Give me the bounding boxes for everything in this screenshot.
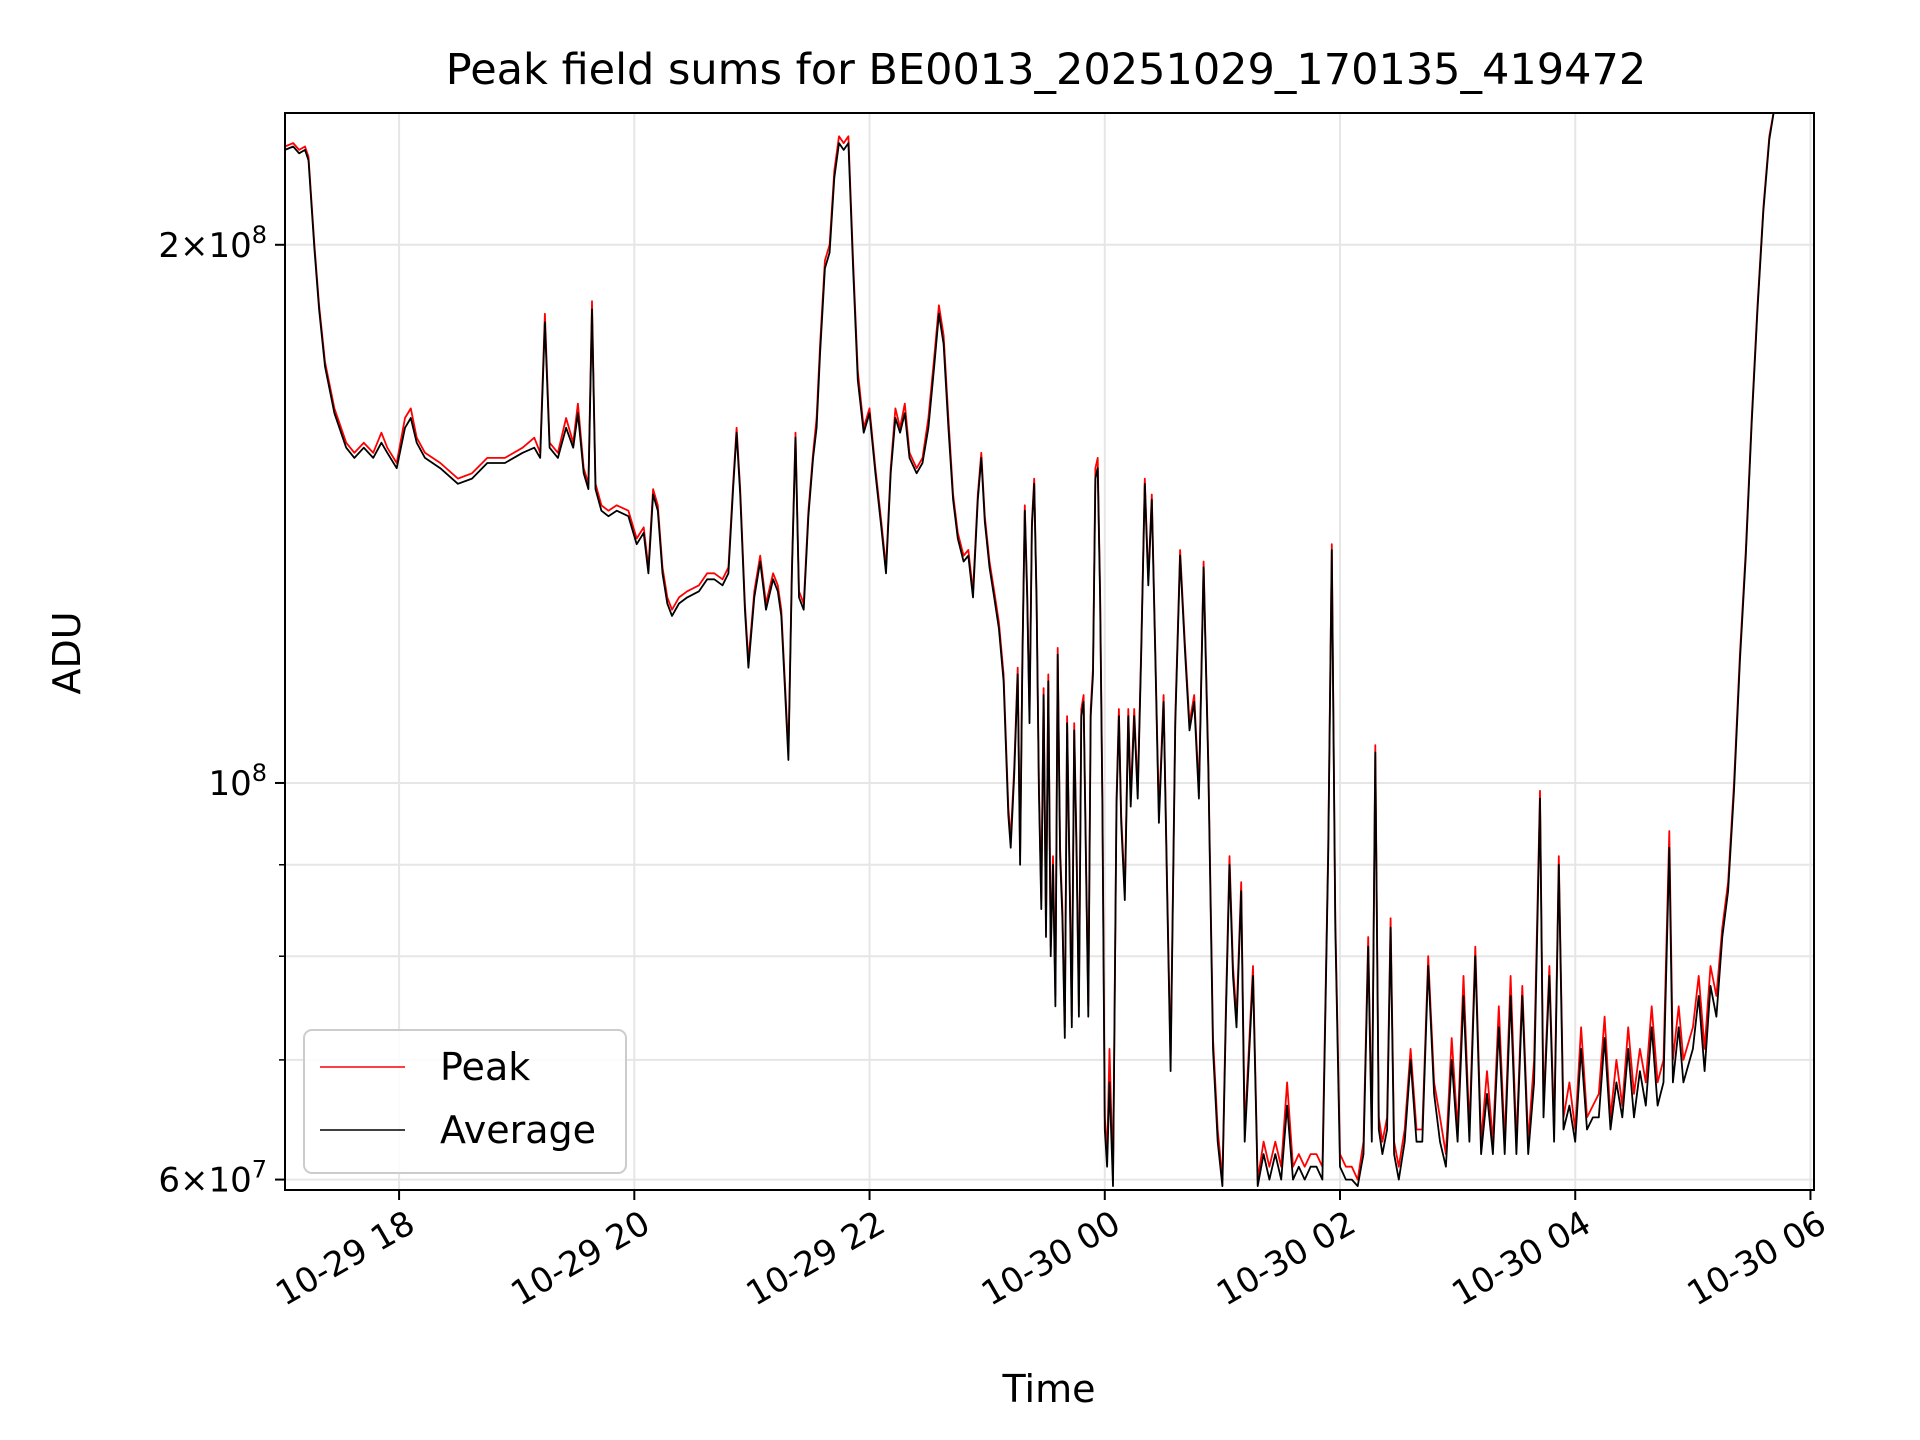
grid <box>285 113 1814 1190</box>
y-tick-label-exponent: 8 <box>252 759 267 787</box>
legend-box <box>303 1029 627 1174</box>
legend-label-average: Average <box>440 1108 596 1152</box>
plot-frame <box>284 112 1815 1191</box>
y-tick-label: 6×107 <box>158 1156 267 1201</box>
y-tick-label-exponent: 8 <box>252 221 267 249</box>
legend: Peak Average <box>303 1029 627 1174</box>
series-line-average <box>285 113 1775 1187</box>
y-tick-label: 108 <box>208 759 267 804</box>
y-axis-label: ADU <box>45 611 89 694</box>
x-axis-label: Time <box>1002 1367 1096 1411</box>
plot-area <box>285 113 1814 1190</box>
chart-title: Peak field sums for BE0013_20251029_1701… <box>446 45 1646 95</box>
y-tick-label-exponent: 7 <box>252 1156 267 1184</box>
series-lines <box>285 113 1775 1187</box>
y-tick-label: 2×108 <box>158 221 267 266</box>
y-tick-label-base: 2×10 <box>158 226 251 266</box>
legend-label-peak: Peak <box>440 1045 530 1089</box>
y-tick-label-base: 6×10 <box>158 1161 251 1201</box>
y-tick-label-base: 10 <box>208 764 251 804</box>
